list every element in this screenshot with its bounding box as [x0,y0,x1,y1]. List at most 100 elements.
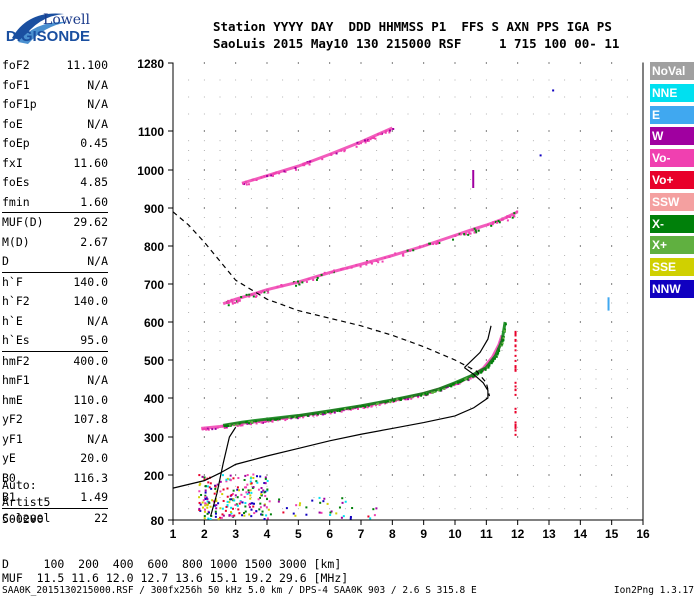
grid-dot [626,179,628,180]
grid-dot [626,417,628,418]
noise-dot [210,487,213,490]
noise-dot [234,494,237,497]
second-hop-trace-dot [388,255,391,258]
grid-dot [250,350,252,351]
grid-dot [626,369,628,370]
noise-dot [246,492,249,495]
grid-dot [188,302,190,304]
grid-dot [485,150,487,151]
noise-dot [322,500,325,503]
grid-dot [548,331,550,332]
noise-dot [225,505,228,508]
spread-dot [514,369,517,372]
legend-item: NNW [650,279,694,298]
grid-dot [266,446,268,447]
grid-dot [485,245,487,247]
grid-dot [376,236,378,237]
grid-dot [376,264,378,266]
grid-dot [297,350,299,351]
grid-dot [282,331,284,332]
grid-dot [423,236,425,237]
grid-dot [454,150,456,151]
y-tick-label: 600 [144,316,164,330]
third-hop-trace-dot [357,142,360,145]
grid-dot [297,150,299,151]
grid-dot [235,255,237,256]
noise-dot [214,510,217,513]
second-hop-trace-dot [245,293,248,296]
o-mode-trace-dot [265,419,268,422]
third-hop-trace-dot [244,180,247,183]
grid-dot [360,96,362,98]
second-hop-trace-dot [394,252,397,255]
grid-dot [313,312,315,313]
o-mode-trace-dot [363,406,366,409]
grid-dot [376,485,378,487]
grid-dot [548,169,550,171]
x-mode-trace-dot [250,421,253,424]
x-mode-trace-dot [440,388,443,391]
grid-dot [438,140,440,142]
grid-dot [485,350,487,351]
noise-dot [207,481,210,484]
grid-dot [454,331,456,332]
grid-dot [423,331,425,332]
grid-dot [313,417,315,418]
grid-dot [391,130,393,132]
noise-dot [204,508,207,511]
noise-dot [215,504,218,507]
o-mode-trace-dot [202,428,205,431]
grid-dot [297,169,299,171]
grid-dot [219,350,221,351]
x-mode-trace-dot [367,404,370,407]
grid-dot [344,378,346,380]
noise-dot [207,511,210,514]
third-hop-trace-dot [340,149,343,152]
grid-dot [407,446,409,447]
grid-dot [376,274,378,275]
grid-dot [360,446,362,447]
grid-dot [454,130,456,132]
grid-dot [454,207,456,209]
grid-dot [626,293,628,294]
grid-dot [235,150,237,151]
second-hop-trace-dot [231,302,234,305]
x-mode-trace-dot [364,405,367,408]
grid-dot [203,188,205,190]
software-version: Ion2Png 1.3.17 [613,585,694,596]
grid-dot [423,226,425,228]
grid-dot [250,274,252,275]
param-value: 95.0 [80,333,108,347]
grid-dot [329,446,331,447]
grid-dot [203,436,205,438]
second-hop-trace-dot [458,233,461,236]
o-mode-trace-dot [457,382,460,385]
grid-dot [564,159,566,161]
grid-dot [532,417,534,418]
spread-dot [514,381,517,384]
grid-dot [360,236,362,237]
grid-dot [203,159,205,161]
grid-dot [595,150,597,151]
grid-dot [485,293,487,294]
grid-dot [626,455,628,457]
grid-dot [329,140,331,142]
grid-dot [376,426,378,428]
grid-dot [235,485,237,487]
second-hop-trace-dot [316,276,319,279]
grid-dot [282,188,284,190]
second-hop-trace-dot [435,242,438,245]
x-mode-trace-dot [273,418,276,421]
noise-dot [259,502,262,505]
grid-dot [485,417,487,418]
grid-dot [548,179,550,180]
grid-dot [579,369,581,370]
grid-dot [470,198,472,199]
o-mode-trace-dot [240,423,243,426]
grid-dot [282,159,284,161]
grid-dot [235,474,237,476]
second-hop-trace-dot [377,261,380,264]
grid-dot [548,198,550,199]
x-mode-trace-dot [323,411,326,414]
grid-dot [470,497,472,498]
